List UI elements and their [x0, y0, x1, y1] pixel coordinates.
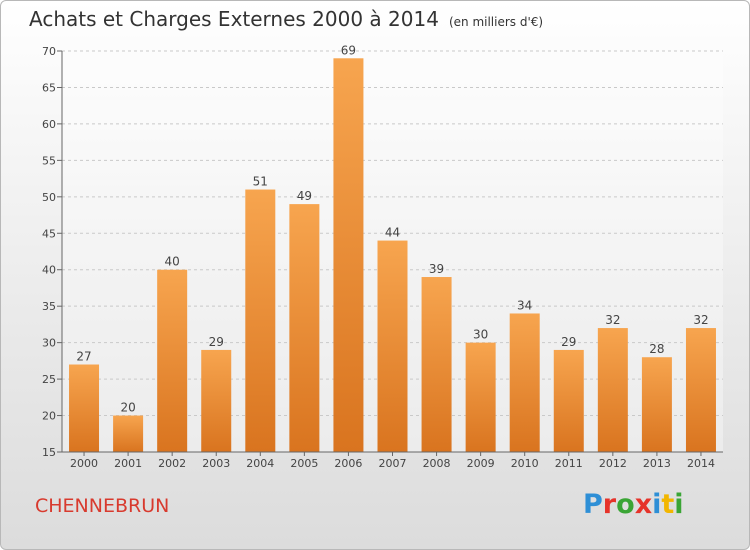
bar-2001: [113, 415, 144, 452]
bar-2007: [377, 240, 408, 452]
x-tick-label: 2000: [70, 457, 98, 470]
bar-value-label: 34: [517, 298, 532, 312]
y-tick-label: 30: [42, 337, 56, 350]
y-tick-label: 50: [42, 191, 56, 204]
axes: 15 20 25 30 35 40 45 50 55 60 65 70 2000 2001 2002 2003…: [42, 45, 723, 470]
y-tick-label: 65: [42, 81, 56, 94]
x-tick-label: 2007: [379, 457, 407, 470]
bar-2002: [157, 269, 188, 452]
title-unit: (en milliers d'€): [448, 15, 544, 29]
logo-letter: i: [674, 489, 684, 520]
x-tick-label: 2005: [290, 457, 318, 470]
x-tick-label: 2003: [202, 457, 230, 470]
bar-2004: [245, 189, 276, 452]
bar-2011: [553, 349, 584, 452]
bar-2009: [465, 342, 496, 452]
commune-name: CHENNEBRUN: [35, 495, 170, 517]
bar-value-label: 20: [120, 401, 135, 415]
bar-2013: [641, 357, 672, 452]
x-tick-label: 2013: [643, 457, 671, 470]
x-tick-label: 2010: [511, 457, 539, 470]
logo-letter: t: [661, 489, 675, 520]
bar-2006: [333, 58, 364, 453]
logo-letter: i: [652, 489, 662, 520]
bar-2003: [201, 349, 232, 452]
y-tick-label: 60: [42, 118, 56, 131]
x-tick-label: 2011: [555, 457, 583, 470]
bar-value-label: 39: [429, 262, 444, 276]
bar-value-label: 49: [297, 189, 312, 203]
logo-letter: o: [616, 489, 635, 520]
bar-2014: [685, 328, 716, 452]
y-tick-label: 15: [42, 446, 56, 459]
bar-2005: [289, 204, 320, 452]
bar-value-label: 27: [76, 350, 91, 364]
bars: 27 20 40 29 51 49 69 44 39 30 34 29 32 28 32: [69, 43, 716, 453]
proxiti-logo: Proxiti: [583, 489, 684, 520]
y-tick-label: 45: [42, 227, 56, 240]
bar-value-label: 69: [341, 43, 356, 57]
x-tick-label: 2004: [246, 457, 274, 470]
title-text: Achats et Charges Externes 2000 à 2014: [29, 7, 439, 31]
bar-2008: [421, 277, 452, 452]
bar-value-label: 28: [649, 342, 664, 356]
bar-value-label: 44: [385, 226, 400, 240]
x-tick-label: 2001: [114, 457, 142, 470]
x-tick-label: 2008: [423, 457, 451, 470]
y-tick-label: 35: [42, 300, 56, 313]
bar-value-label: 32: [605, 313, 620, 327]
bar-2000: [69, 364, 100, 452]
x-tick-label: 2014: [687, 457, 715, 470]
chart-title: Achats et Charges Externes 2000 à 2014 (e…: [29, 7, 543, 31]
y-tick-label: 40: [42, 264, 56, 277]
x-tick-label: 2006: [334, 457, 362, 470]
bar-2012: [597, 328, 628, 452]
bar-value-label: 29: [209, 335, 224, 349]
bar-value-label: 29: [561, 335, 576, 349]
logo-letter: x: [634, 489, 653, 520]
y-tick-label: 70: [42, 45, 56, 58]
bar-value-label: 40: [165, 255, 180, 269]
logo-letter: P: [583, 489, 603, 520]
bar-value-label: 30: [473, 328, 488, 342]
bar-2010: [509, 313, 540, 452]
y-tick-label: 20: [42, 410, 56, 423]
x-tick-label: 2012: [599, 457, 627, 470]
y-tick-label: 25: [42, 373, 56, 386]
x-tick-label: 2002: [158, 457, 186, 470]
bar-value-label: 32: [693, 313, 708, 327]
x-tick-label: 2009: [467, 457, 495, 470]
logo-letter: r: [602, 489, 617, 520]
y-tick-label: 55: [42, 154, 56, 167]
bar-value-label: 51: [253, 175, 268, 189]
